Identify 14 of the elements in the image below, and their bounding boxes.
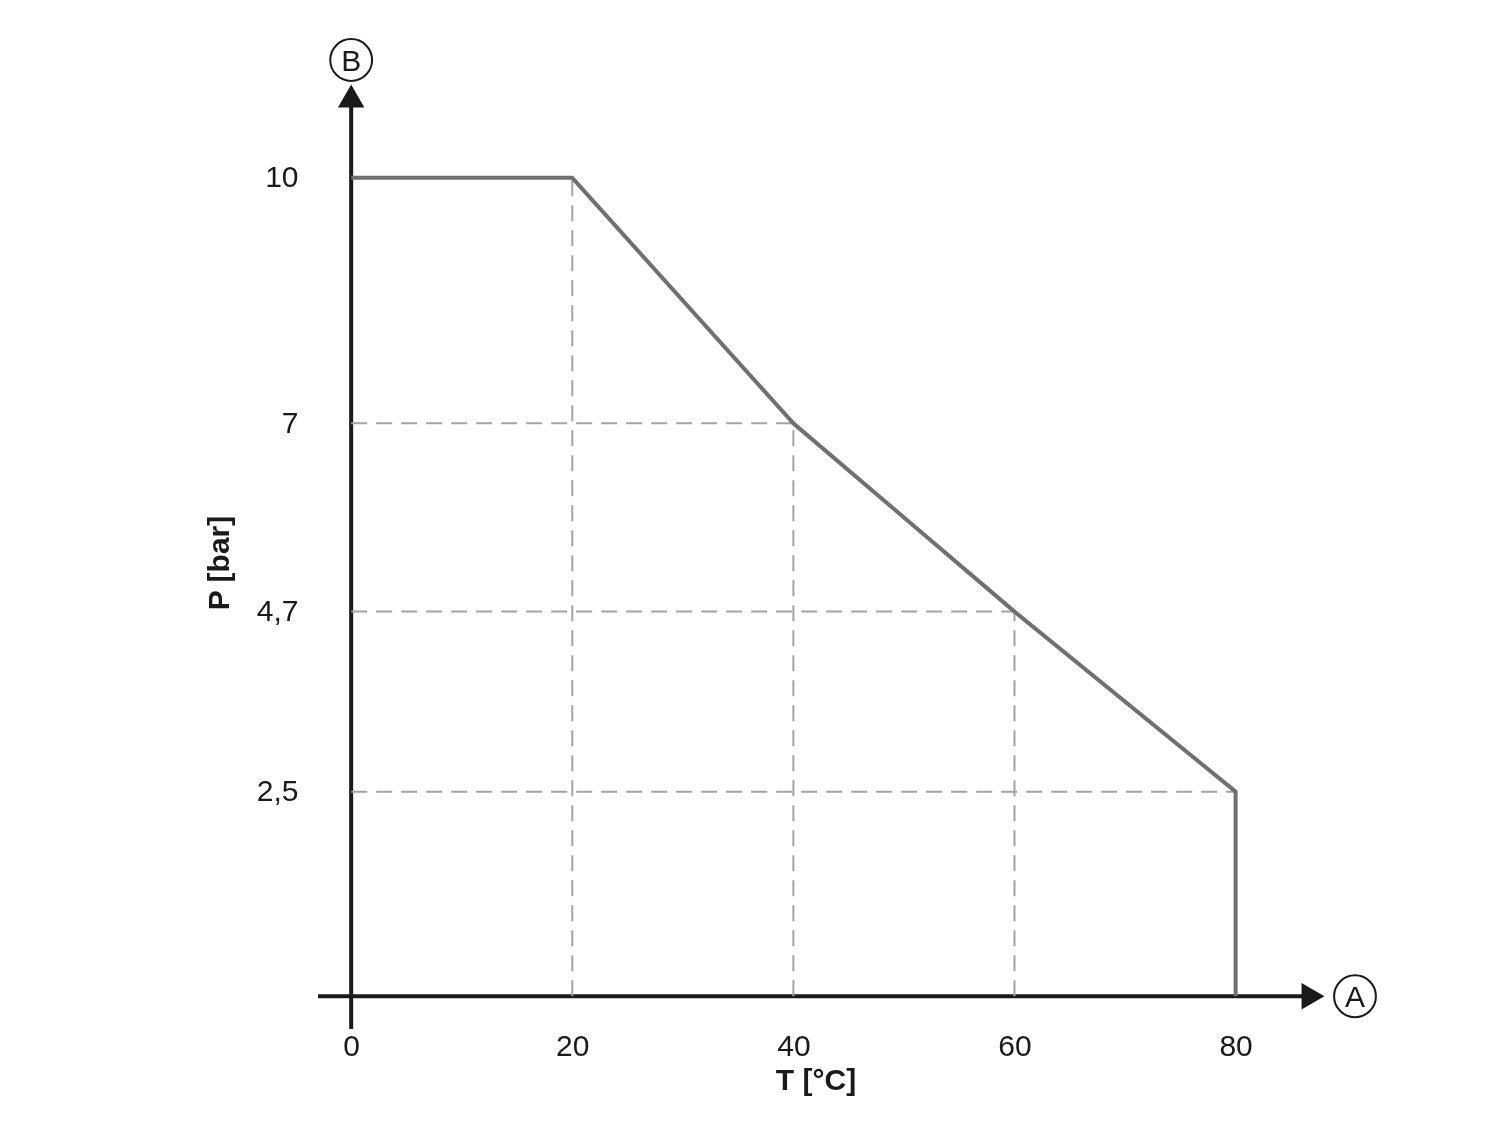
x-tick-label: 0 bbox=[343, 1028, 361, 1062]
y-tick-label: 10 bbox=[265, 160, 299, 194]
y-tick-label: 4,7 bbox=[256, 594, 299, 628]
x-axis-title: T [°C] bbox=[775, 1062, 857, 1096]
text: A bbox=[1344, 980, 1366, 1014]
y-axis-title: P [bar] bbox=[201, 515, 235, 611]
x-tick-label: 20 bbox=[556, 1028, 590, 1062]
x-tick-label: 40 bbox=[777, 1028, 811, 1062]
y-tick-label: 2,5 bbox=[256, 774, 299, 808]
x-tick-label: 60 bbox=[998, 1028, 1032, 1062]
x-tick-label: 80 bbox=[1219, 1028, 1253, 1062]
line-series bbox=[349, 175, 1238, 999]
y-tick-label: 7 bbox=[281, 405, 299, 439]
text: B bbox=[341, 44, 362, 77]
